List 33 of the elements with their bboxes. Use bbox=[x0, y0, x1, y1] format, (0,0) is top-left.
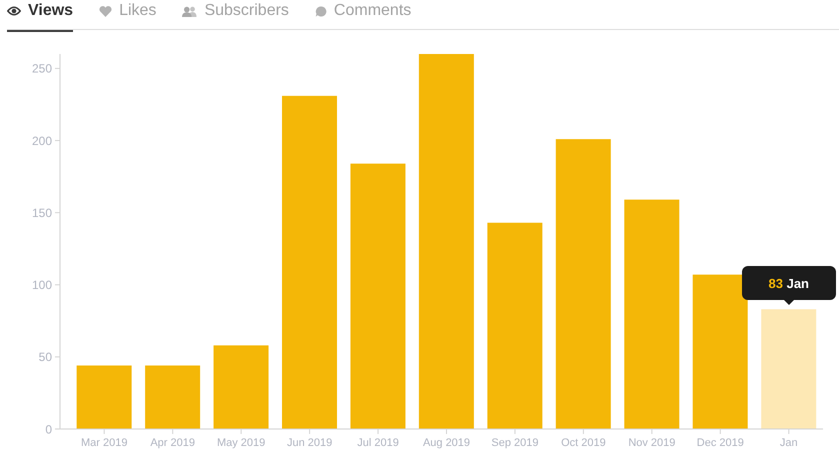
x-tick-label: Oct 2019 bbox=[561, 436, 606, 449]
bar bbox=[556, 139, 611, 429]
bar bbox=[76, 366, 132, 429]
annotation: 83 Jan bbox=[768, 276, 809, 291]
bar bbox=[624, 200, 680, 429]
y-tick-label: 0 bbox=[45, 422, 52, 436]
bar bbox=[350, 164, 406, 429]
x-tick-label: Nov 2019 bbox=[628, 436, 676, 449]
text: Comments bbox=[334, 2, 412, 20]
y-tick-label: 150 bbox=[32, 206, 52, 220]
bar bbox=[761, 309, 816, 429]
bar bbox=[145, 366, 200, 429]
bar bbox=[487, 222, 542, 429]
bar bbox=[418, 54, 474, 429]
bar bbox=[282, 96, 338, 429]
x-tick-label: May 2019 bbox=[216, 436, 266, 449]
x-tick-label: Dec 2019 bbox=[696, 436, 744, 449]
y-tick-label: 250 bbox=[32, 62, 52, 76]
y-tick-label: 100 bbox=[32, 278, 52, 292]
x-tick-label: Jun 2019 bbox=[286, 436, 332, 449]
x-tick-label: Mar 2019 bbox=[80, 436, 128, 449]
text: Likes bbox=[119, 2, 156, 20]
x-tick-label: Jul 2019 bbox=[357, 436, 399, 449]
bar bbox=[692, 274, 748, 429]
x-tick-label: Sep 2019 bbox=[491, 436, 539, 449]
text: Subscribers bbox=[204, 2, 289, 20]
y-tick-label: 50 bbox=[38, 350, 52, 364]
x-tick-label: Apr 2019 bbox=[150, 436, 196, 449]
y-tick-label: 200 bbox=[32, 134, 52, 148]
x-tick-label: Aug 2019 bbox=[422, 436, 470, 449]
bar bbox=[214, 345, 269, 429]
chart-title: Views bbox=[28, 2, 74, 20]
x-tick-label: Jan bbox=[780, 436, 798, 449]
